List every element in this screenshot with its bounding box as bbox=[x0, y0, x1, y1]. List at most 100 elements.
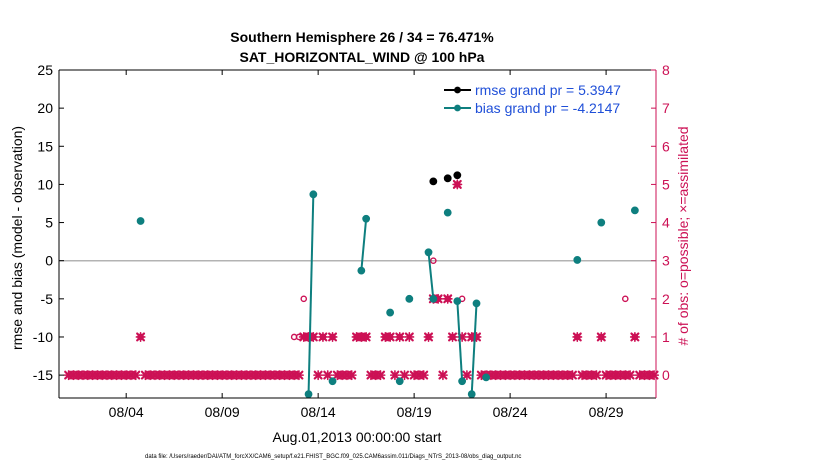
obs-zero-marker bbox=[461, 370, 472, 381]
y-tick-label: 25 bbox=[37, 62, 53, 78]
bias-point bbox=[136, 217, 145, 225]
obs-zero-marker bbox=[389, 370, 400, 381]
obs-zero-marker-plus bbox=[130, 370, 141, 381]
legend-label-0: rmse grand pr = 5.3947 bbox=[475, 82, 621, 98]
x-tick-label: 08/24 bbox=[493, 404, 528, 420]
obs-zero-marker-plus bbox=[418, 370, 429, 381]
x-tick-label: 08/14 bbox=[301, 404, 336, 420]
obs-zero-marker-plus bbox=[375, 370, 386, 381]
obs-zero-marker-plus bbox=[591, 370, 602, 381]
obs-possible-marker bbox=[295, 333, 303, 341]
x-tick-label: 08/04 bbox=[109, 404, 144, 420]
bias-point bbox=[573, 256, 582, 264]
legend-marker-1 bbox=[454, 104, 461, 112]
axes: 08/04 08/09 08/14 08/19 08/24 08/29 -15 -10 -5 0 5… bbox=[33, 62, 670, 420]
obs-possible-marker bbox=[319, 333, 327, 341]
obs-zero-marker-plus bbox=[437, 370, 448, 381]
obs-possible-marker bbox=[444, 295, 452, 303]
rmse-point bbox=[453, 171, 462, 180]
obs-possible-marker bbox=[597, 333, 605, 341]
rmse-point bbox=[429, 177, 438, 186]
bias-point bbox=[424, 248, 433, 257]
bias-point bbox=[362, 214, 371, 223]
obs-zero-marker-plus bbox=[313, 370, 324, 381]
x-axis-label: Aug.01,2013 00:00:00 start bbox=[273, 429, 442, 445]
legend-marker-0 bbox=[454, 86, 461, 94]
y2-tick-label: 4 bbox=[662, 215, 670, 231]
obs-zero-marker bbox=[346, 370, 357, 381]
y2-axis-label: # of obs: o=possible; ×=assimilated bbox=[675, 126, 691, 345]
bias-point bbox=[429, 294, 438, 303]
y-tick-label: 0 bbox=[45, 253, 53, 269]
x-tick-label: 08/19 bbox=[397, 404, 432, 420]
obs-possible-marker bbox=[430, 257, 437, 264]
bias-point bbox=[472, 299, 481, 308]
legend: rmse grand pr = 5.3947 bias grand pr = -4… bbox=[444, 82, 621, 116]
obs-zero-marker bbox=[293, 370, 304, 381]
obs-zero-marker-plus bbox=[322, 370, 333, 381]
bias-point bbox=[357, 266, 366, 275]
y2-tick-label: 8 bbox=[662, 62, 670, 78]
bias-point bbox=[453, 297, 462, 306]
obs-possible-marker bbox=[631, 333, 639, 341]
obs-zero-marker-plus bbox=[346, 370, 357, 381]
obs-possible-marker bbox=[137, 333, 144, 341]
y2-tick-label: 2 bbox=[662, 291, 670, 307]
obs-zero-marker bbox=[437, 370, 448, 381]
rmse-series bbox=[429, 171, 462, 186]
bias-point bbox=[467, 390, 476, 399]
plot-background bbox=[59, 70, 656, 398]
obs-zero-marker-plus bbox=[625, 370, 636, 381]
obs-possible-marker bbox=[396, 333, 404, 341]
bias-line bbox=[470, 303, 478, 395]
y2-tick-label: 7 bbox=[662, 100, 670, 116]
bias-point bbox=[328, 377, 337, 386]
obs-possible-marker bbox=[386, 333, 394, 341]
obs-zero-marker bbox=[375, 370, 386, 381]
bias-point bbox=[304, 390, 313, 399]
x-tick-label: 08/09 bbox=[205, 404, 240, 420]
bias-line bbox=[307, 194, 315, 395]
obs-possible-marker bbox=[425, 333, 432, 341]
bias-point bbox=[309, 190, 318, 199]
bias-point bbox=[597, 218, 606, 227]
y2-tick-label: 6 bbox=[662, 138, 670, 154]
obs-zero-marker bbox=[399, 370, 410, 381]
bias-series bbox=[136, 190, 639, 399]
bias-point bbox=[395, 377, 404, 386]
y2-tick-label: 5 bbox=[662, 176, 670, 192]
obs-possible-marker bbox=[621, 295, 629, 303]
y2-tick-label: 1 bbox=[662, 329, 670, 345]
obs-assimilated-marker-plus bbox=[404, 331, 415, 342]
obs-zero-marker bbox=[418, 370, 429, 381]
bias-line bbox=[427, 252, 435, 299]
obs-possible-marker bbox=[362, 333, 370, 341]
obs-zero-marker-plus bbox=[293, 370, 304, 381]
obs-zero-marker bbox=[130, 370, 141, 381]
bias-point bbox=[443, 208, 452, 217]
chart-title-line1: Southern Hemisphere 26 / 34 = 76.471% bbox=[230, 29, 494, 45]
obs-possible-marker bbox=[300, 295, 308, 303]
bias-line bbox=[360, 218, 368, 271]
data-file-footnote: data file: /Users/raeder/DAI/ATM_forcXX/… bbox=[145, 454, 521, 460]
obs-zero-marker-plus bbox=[461, 370, 472, 381]
y2-tick-label: 0 bbox=[662, 367, 670, 383]
obs-zero-marker-plus bbox=[399, 370, 410, 381]
y-tick-label: -15 bbox=[33, 367, 53, 383]
y-tick-label: -5 bbox=[41, 291, 54, 307]
obs-zero-marker bbox=[322, 370, 333, 381]
obs-zero-marker bbox=[591, 370, 602, 381]
obs-zero-marker bbox=[313, 370, 324, 381]
y-tick-label: 15 bbox=[37, 138, 53, 154]
chart-marks bbox=[63, 171, 660, 399]
bias-point bbox=[630, 206, 639, 215]
obs-possible-marker bbox=[573, 333, 581, 341]
y-tick-label: 20 bbox=[37, 100, 53, 116]
bias-point bbox=[458, 377, 467, 386]
bias-point bbox=[405, 294, 414, 303]
obs-zero-marker bbox=[567, 370, 578, 381]
bias-point bbox=[386, 308, 395, 317]
chart-title-line2: SAT_HORIZONTAL_WIND @ 100 hPa bbox=[240, 49, 485, 65]
obs-baseline-series bbox=[63, 370, 660, 381]
